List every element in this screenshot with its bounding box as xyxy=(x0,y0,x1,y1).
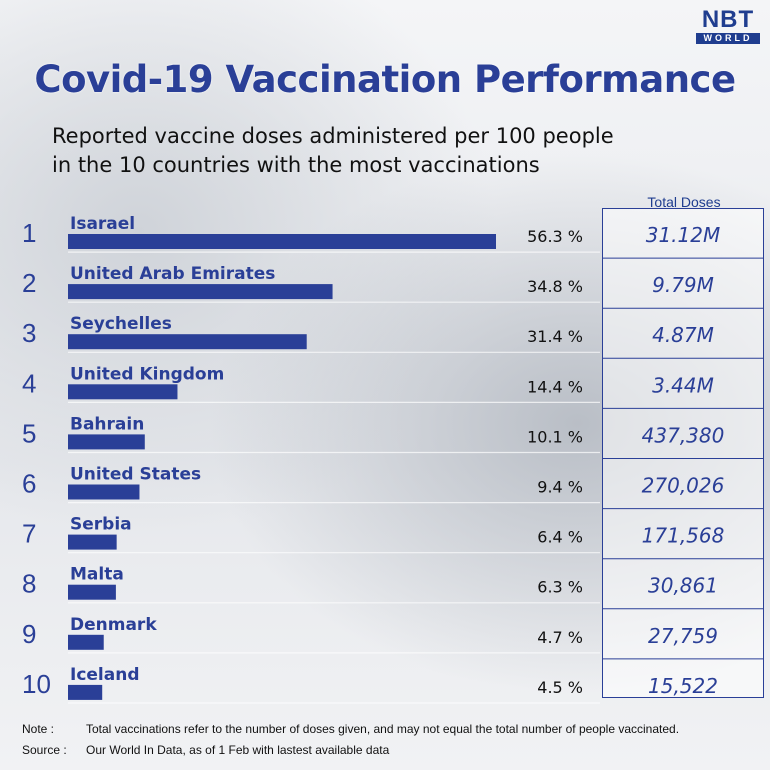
rank-label: 3 xyxy=(22,318,36,348)
value-label: 56.3 % xyxy=(527,227,583,246)
category-label: Malta xyxy=(70,565,124,585)
category-label: Bahrain xyxy=(70,414,144,434)
value-label: 14.4 % xyxy=(527,377,583,396)
total-doses-value: 30,861 xyxy=(648,574,718,598)
total-doses-value: 171,568 xyxy=(642,524,725,548)
logo-sub: WORLD xyxy=(696,33,760,44)
value-label: 10.1 % xyxy=(527,427,583,446)
value-label: 31.4 % xyxy=(527,327,583,346)
total-doses-value: 3.44M xyxy=(652,373,714,397)
rank-label: 1 xyxy=(22,218,36,248)
bar xyxy=(68,584,116,600)
source-label: Source : xyxy=(22,743,67,757)
total-doses-header: Total Doses xyxy=(647,194,721,210)
source-text: Our World In Data, as of 1 Feb with last… xyxy=(86,743,390,757)
value-label: 6.3 % xyxy=(537,578,583,597)
total-doses-table xyxy=(602,208,764,698)
bar xyxy=(68,284,333,300)
rank-label: 4 xyxy=(22,368,36,398)
note-text: Total vaccinations refer to the number o… xyxy=(86,722,680,736)
rank-label: 10 xyxy=(22,669,51,699)
bar xyxy=(68,534,117,550)
bar xyxy=(68,484,140,500)
rank-label: 8 xyxy=(22,569,36,599)
category-label: Iceland xyxy=(70,665,140,685)
value-label: 4.7 % xyxy=(537,628,583,647)
bar xyxy=(68,634,104,650)
category-label: Serbia xyxy=(70,515,132,535)
subtitle-line-2: in the 10 countries with the most vaccin… xyxy=(52,153,540,177)
logo-main: NBT xyxy=(701,6,755,33)
category-label: United States xyxy=(70,465,201,485)
total-doses-value: 9.79M xyxy=(652,273,714,297)
note: Note : Total vaccinations refer to the nu… xyxy=(22,722,679,736)
value-label: 34.8 % xyxy=(527,277,583,296)
bar xyxy=(68,234,496,249)
bar xyxy=(68,334,307,350)
bar xyxy=(68,684,103,700)
total-doses-value: 15,522 xyxy=(648,674,718,698)
total-doses-value: 27,759 xyxy=(648,624,718,648)
subtitle-line-1: Reported vaccine doses administered per … xyxy=(52,124,614,148)
category-label: Isarael xyxy=(70,214,135,234)
subtitle: Reported vaccine doses administered per … xyxy=(52,122,732,180)
total-doses-value: 437,380 xyxy=(642,423,725,447)
value-label: 6.4 % xyxy=(537,528,583,547)
bar xyxy=(68,384,178,400)
category-label: United Kingdom xyxy=(70,364,224,384)
nbt-world-logo: NBT WORLD xyxy=(696,8,760,44)
rank-label: 7 xyxy=(22,519,36,549)
rank-label: 6 xyxy=(22,469,36,499)
source: Source : Our World In Data, as of 1 Feb w… xyxy=(22,743,389,757)
value-label: 4.5 % xyxy=(537,678,583,697)
rank-label: 5 xyxy=(22,418,36,448)
category-label: Seychelles xyxy=(70,314,172,334)
total-doses-value: 4.87M xyxy=(652,323,714,347)
total-doses-value: 31.12M xyxy=(646,223,721,247)
rank-label: 2 xyxy=(22,268,36,298)
category-label: United Arab Emirates xyxy=(70,264,275,284)
note-label: Note : xyxy=(22,722,55,736)
bar xyxy=(68,434,145,450)
category-label: Denmark xyxy=(70,615,157,635)
rank-label: 9 xyxy=(22,619,36,649)
total-doses-value: 270,026 xyxy=(642,474,725,498)
value-label: 9.4 % xyxy=(537,478,583,497)
page-title: Covid-19 Vaccination Performance xyxy=(34,58,736,101)
